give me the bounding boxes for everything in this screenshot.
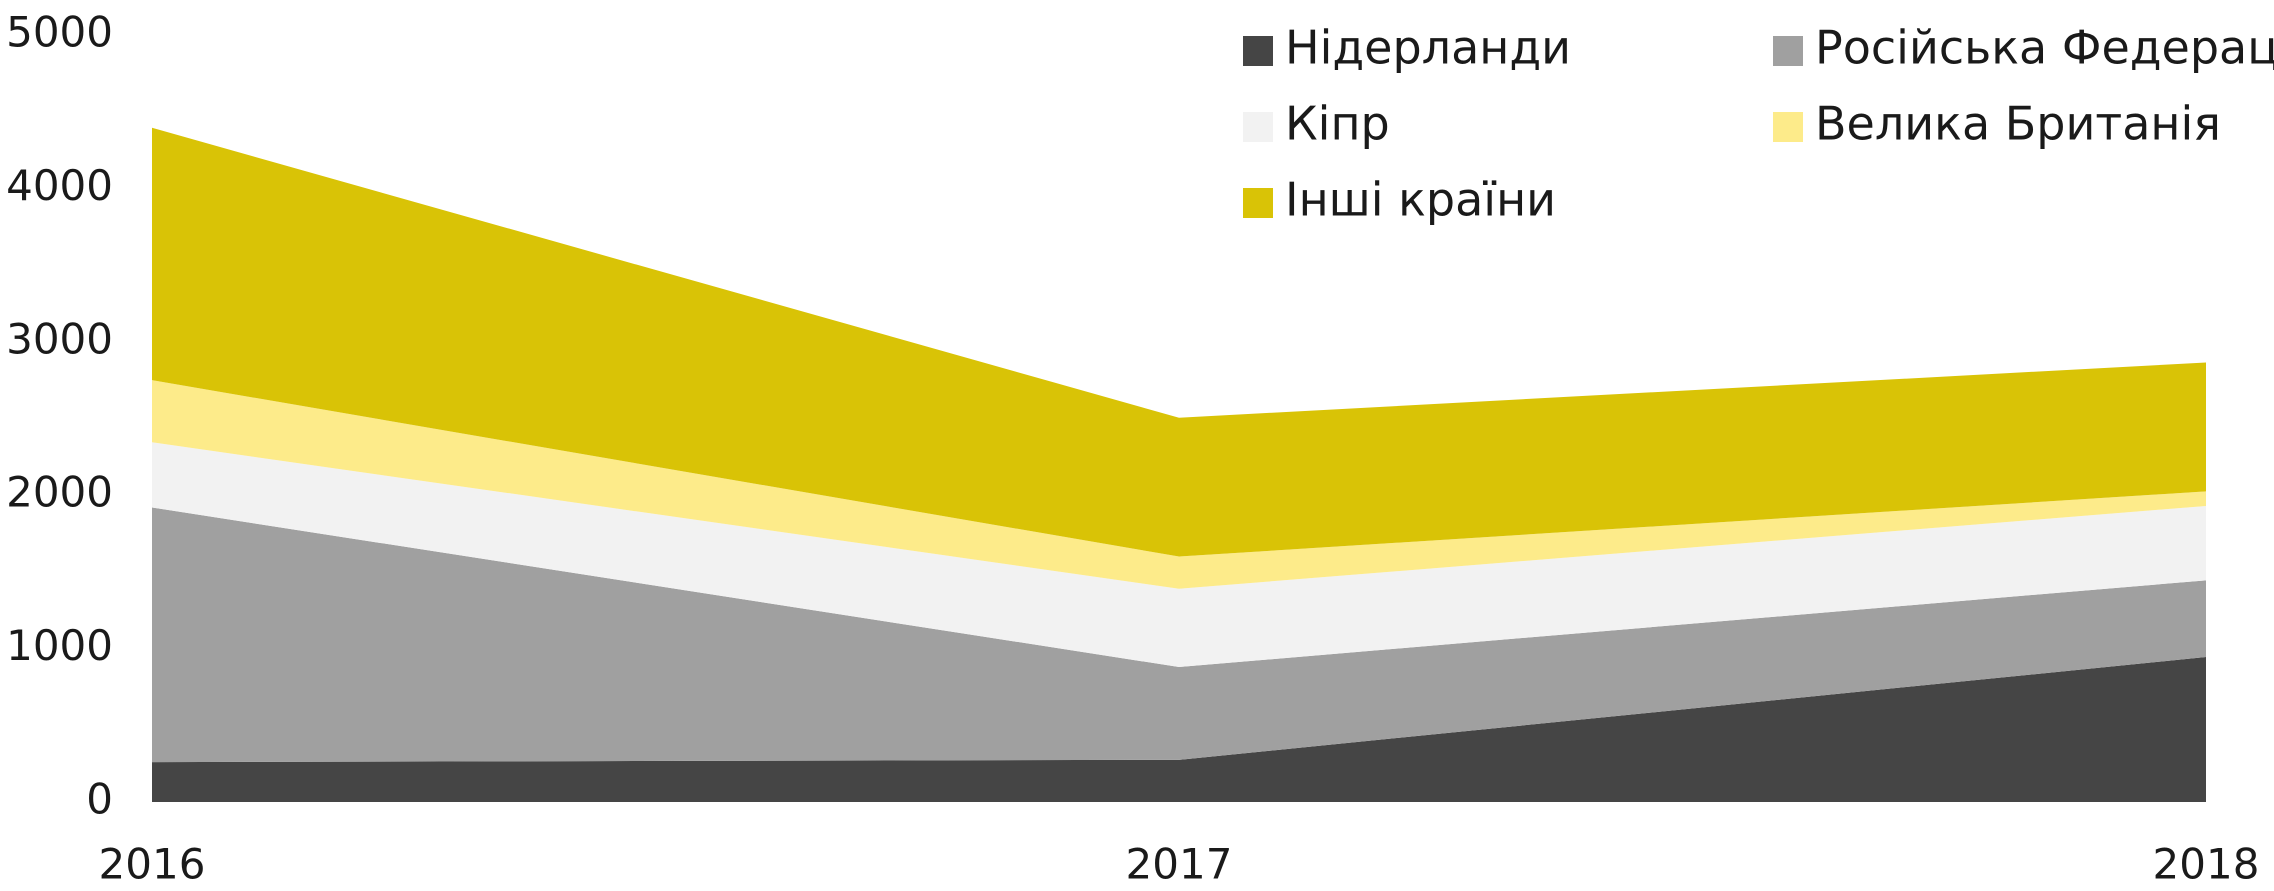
- legend-swatch: [1243, 36, 1273, 66]
- area: [152, 380, 2206, 589]
- legend-swatch: [1243, 112, 1273, 142]
- area: [152, 507, 2206, 763]
- y-tick-label: 2000: [6, 468, 113, 517]
- area: [152, 442, 2206, 668]
- x-tick-label: 2017: [1126, 840, 1233, 889]
- legend-swatch: [1243, 188, 1273, 218]
- y-tick-label: 4000: [6, 161, 113, 210]
- area: [152, 657, 2206, 802]
- x-tick-label: 2018: [2153, 840, 2260, 889]
- legend-label: Велика Британія: [1815, 97, 2221, 151]
- x-tick-label: 2016: [99, 840, 206, 889]
- legend-label: Кіпр: [1285, 97, 1390, 151]
- legend-swatch: [1773, 112, 1803, 142]
- y-tick-label: 5000: [6, 8, 113, 57]
- y-tick-label: 1000: [6, 621, 113, 670]
- y-tick-label: 0: [86, 775, 113, 824]
- y-tick-label: 3000: [6, 314, 113, 363]
- area: [152, 127, 2206, 557]
- legend-label: Нідерланди: [1285, 21, 1571, 75]
- legend-swatch: [1773, 36, 1803, 66]
- legend-label: Російська Федерація: [1815, 21, 2274, 75]
- legend-label: Інші країни: [1285, 173, 1556, 227]
